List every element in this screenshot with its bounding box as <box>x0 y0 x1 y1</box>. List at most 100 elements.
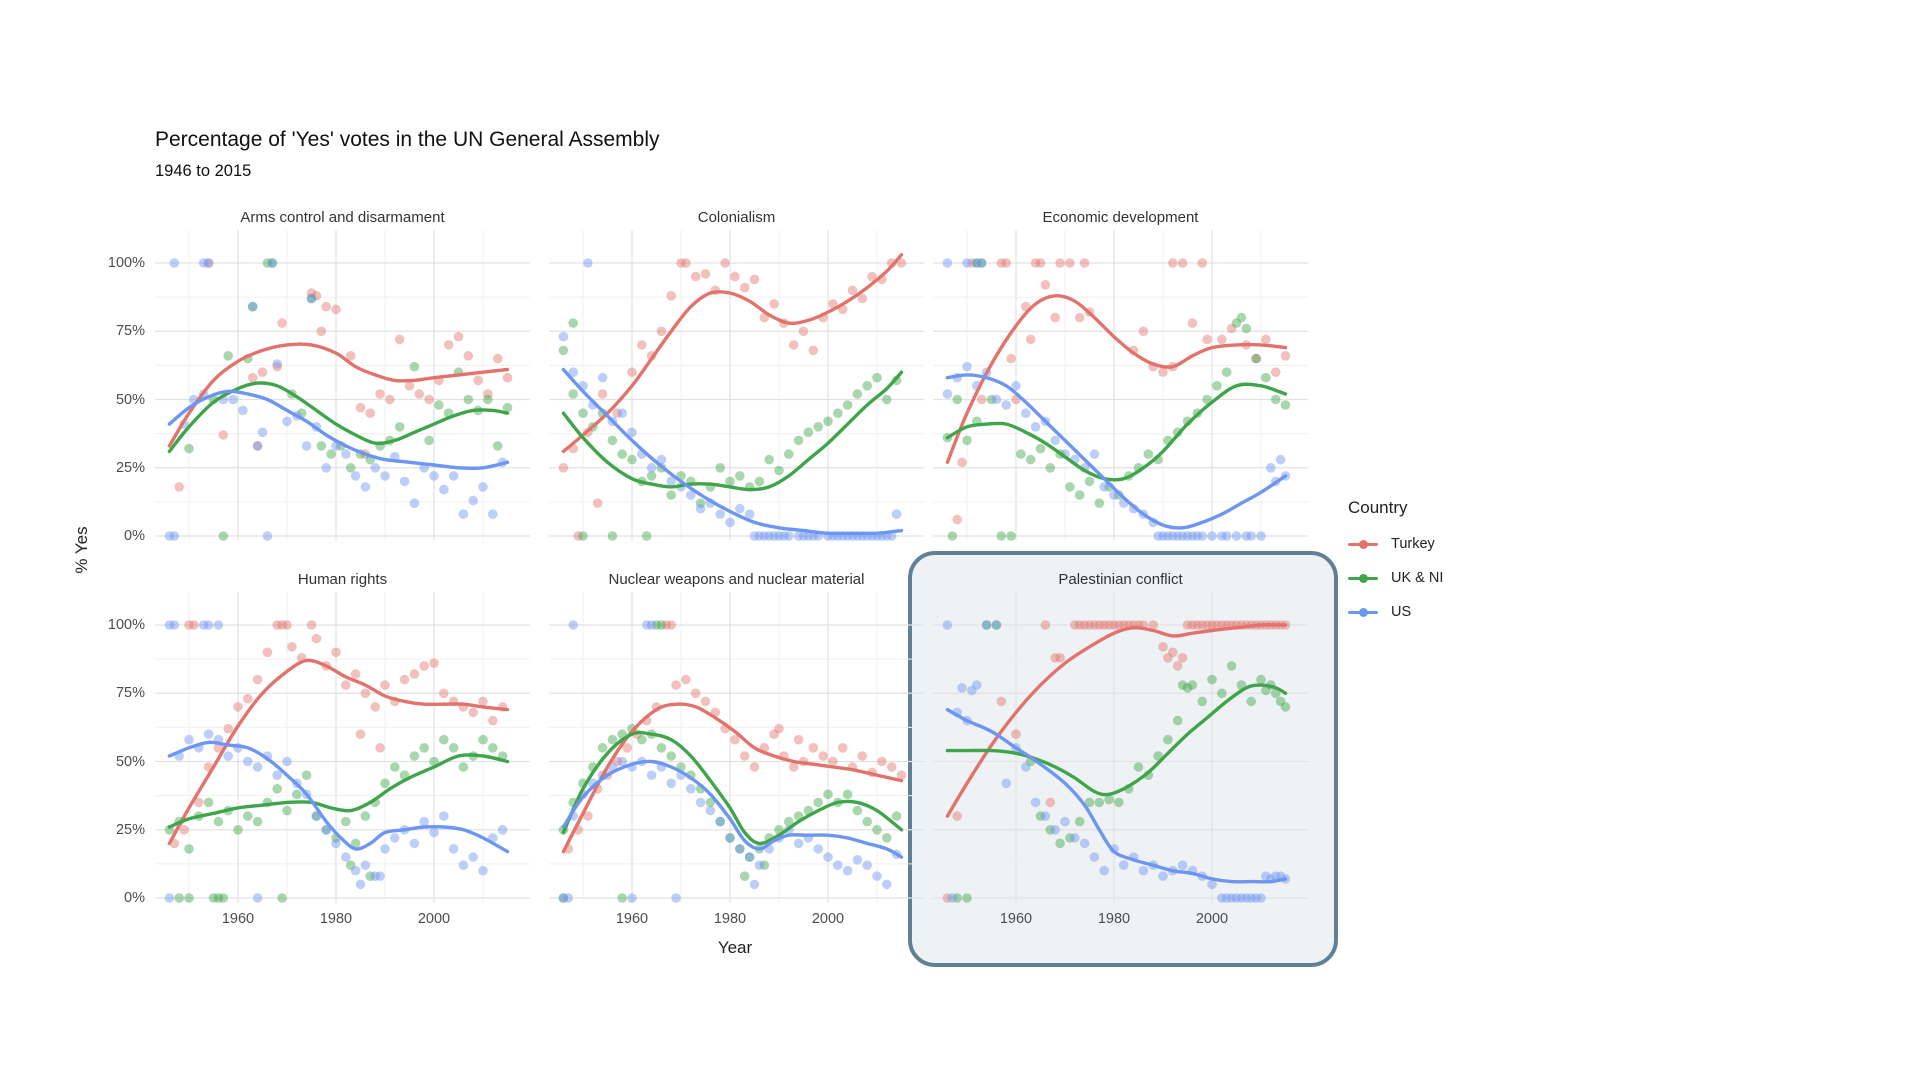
scatter-point-uk-ni <box>641 531 652 541</box>
scatter-point-us <box>1246 893 1256 903</box>
scatter-point-turkey <box>996 258 1007 268</box>
scatter-point-uk-ni <box>872 372 882 383</box>
scatter-point-uk-ni <box>1246 696 1256 707</box>
scatter-point-us <box>793 838 804 849</box>
scatter-point-uk-ni <box>463 394 474 405</box>
scatter-point-uk-ni <box>627 454 637 465</box>
scatter-point-uk-ni <box>1236 312 1247 323</box>
facet-title-colonialism: Colonialism <box>697 209 776 226</box>
scatter-point-uk-ni <box>578 408 588 418</box>
scatter-point-uk-ni <box>1016 449 1026 459</box>
scatter-point-uk-ni <box>607 435 618 446</box>
scatter-point-us <box>1060 816 1070 827</box>
scatter-point-us <box>1207 879 1217 890</box>
scatter-point-uk-ni <box>1074 490 1085 500</box>
scatter-point-us <box>981 620 992 630</box>
trend-line-turkey <box>561 702 904 854</box>
scatter-point-uk-ni <box>637 734 647 745</box>
scatter-point-turkey <box>492 353 503 364</box>
scatter-point-us <box>1089 449 1100 459</box>
scatter-point-turkey <box>439 688 449 699</box>
scatter-point-turkey <box>1148 620 1158 630</box>
legend-title: Country <box>1348 498 1408 517</box>
y-axis-title: % Yes <box>72 526 91 574</box>
scatter-point-us <box>715 509 725 519</box>
scatter-point-us <box>1270 871 1281 881</box>
scatter-point-us <box>1158 871 1168 881</box>
scatter-point-uk-ni <box>434 400 444 410</box>
scatter-point-turkey <box>1177 653 1188 663</box>
scatter-point-turkey <box>656 326 667 337</box>
scatter-point-us <box>1241 531 1252 541</box>
scatter-point-uk-ni <box>252 816 263 827</box>
scatter-point-turkey <box>502 372 513 383</box>
legend-item-uk-ni[interactable]: UK & NI <box>1348 566 1443 590</box>
scatter-point-uk-ni <box>744 852 755 862</box>
scatter-point-us <box>779 531 789 541</box>
trend-line-uk-ni <box>561 730 904 846</box>
scatter-point-uk-ni <box>1025 454 1036 465</box>
scatter-point-uk-ni <box>1270 688 1281 699</box>
scatter-point-uk-ni <box>1197 696 1207 707</box>
trend-line-turkey <box>167 658 510 846</box>
scatter-point-turkey <box>1197 258 1207 268</box>
legend-item-turkey[interactable]: Turkey <box>1348 532 1443 556</box>
scatter-point-uk-ni <box>321 825 331 835</box>
scatter-point-us <box>350 471 361 481</box>
scatter-point-turkey <box>1001 258 1011 268</box>
legend-item-us[interactable]: US <box>1348 600 1443 624</box>
facet-title-palestinian-conflict: Palestinian conflict <box>1058 571 1183 588</box>
scatter-point-turkey <box>671 680 681 690</box>
scatter-point-us <box>169 258 180 268</box>
scatter-point-uk-ni <box>666 490 676 500</box>
scatter-point-uk-ni <box>872 825 882 835</box>
scatter-point-us <box>641 620 652 630</box>
scatter-point-turkey <box>739 751 750 761</box>
scatter-point-us <box>942 258 953 268</box>
scatter-point-uk-ni <box>1261 685 1271 696</box>
scatter-point-us <box>1001 400 1011 410</box>
scatter-point-turkey <box>622 743 632 753</box>
scatter-point-uk-ni <box>1035 811 1046 821</box>
scatter-point-uk-ni <box>735 471 745 481</box>
scatter-point-uk-ni <box>326 449 336 459</box>
scatter-point-us <box>1251 893 1261 903</box>
scatter-point-uk-ni <box>651 620 662 630</box>
scatter-point-us <box>1256 531 1266 541</box>
facet-panel-colonialism <box>549 230 924 541</box>
legend: Country Turkey UK & NI US <box>1348 498 1443 634</box>
scatter-point-us <box>646 620 657 630</box>
scatter-point-us <box>184 734 194 745</box>
scatter-point-us <box>735 503 745 514</box>
scatter-point-us <box>1221 893 1232 903</box>
scatter-point-turkey <box>769 299 779 309</box>
scatter-point-us <box>370 871 380 881</box>
scatter-point-uk-ni <box>568 318 578 328</box>
scatter-point-us <box>341 449 351 459</box>
scatter-point-uk-ni <box>1177 680 1188 690</box>
scatter-point-us <box>321 825 331 835</box>
scatter-point-us <box>976 258 987 268</box>
x-axis-tick-label: 1960 <box>615 911 649 927</box>
scatter-point-turkey <box>612 408 623 418</box>
scatter-point-uk-ni <box>1280 400 1291 410</box>
scatter-point-us <box>725 833 735 843</box>
scatter-point-us <box>321 463 331 473</box>
scatter-point-us <box>198 620 209 630</box>
scatter-point-turkey <box>818 751 828 761</box>
scatter-point-us <box>1050 435 1060 446</box>
scatter-point-us <box>1231 893 1242 903</box>
scatter-point-turkey <box>468 707 479 718</box>
scatter-point-us <box>1099 482 1109 492</box>
scatter-point-us <box>1246 531 1256 541</box>
scatter-point-uk-ni <box>218 893 229 903</box>
scatter-point-turkey <box>375 389 385 399</box>
y-axis-tick-label: 100% <box>107 617 145 633</box>
scatter-point-us <box>458 509 469 519</box>
scatter-point-uk-ni <box>174 893 184 903</box>
scatter-point-us <box>243 756 253 767</box>
scatter-point-us <box>1040 811 1051 821</box>
scatter-point-uk-ni <box>823 789 833 800</box>
scatter-point-uk-ni <box>350 838 361 849</box>
scatter-point-turkey <box>233 702 243 712</box>
